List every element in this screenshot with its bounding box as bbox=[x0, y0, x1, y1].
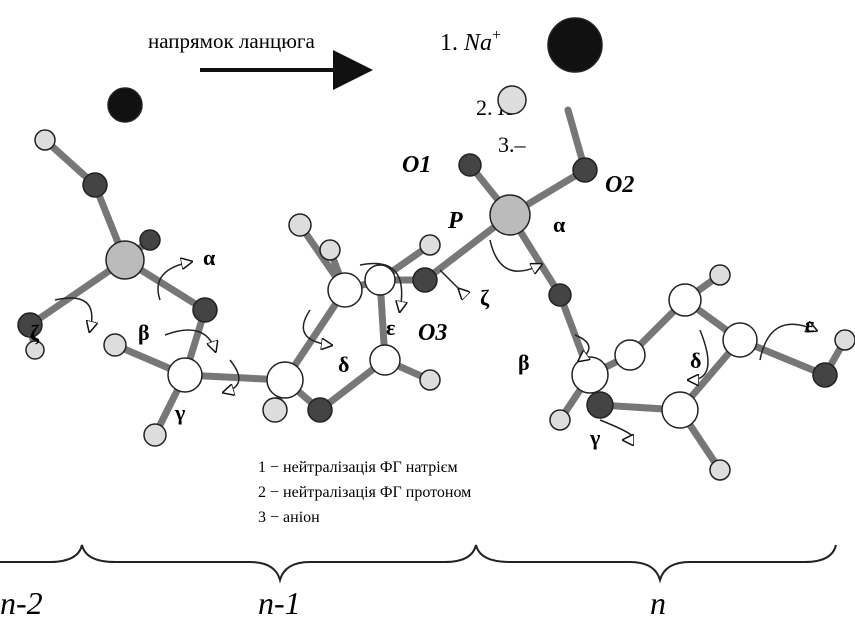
unit-label: n-1 bbox=[258, 585, 301, 621]
header: напрямок ланцюга 1. Na+ 2. H 3.– bbox=[148, 27, 527, 157]
angle-label: ε bbox=[386, 315, 395, 340]
angle-label: β bbox=[518, 350, 530, 375]
unit-label: n-2 bbox=[0, 585, 43, 621]
angle-label: δ bbox=[338, 352, 349, 377]
atom-label: O3 bbox=[418, 320, 447, 346]
ion-number: 1. bbox=[440, 30, 458, 56]
angle-label: δ bbox=[690, 348, 701, 373]
angle-label: ζ bbox=[480, 285, 490, 310]
ion-symbol: Na bbox=[463, 30, 492, 56]
units: n-2 n-1 n bbox=[0, 585, 666, 621]
legend: 1 − нейтралізація ФГ натрієм 2 − нейтрал… bbox=[258, 459, 471, 526]
unit-label: n bbox=[650, 585, 666, 621]
direction-label: напрямок ланцюга bbox=[148, 29, 316, 53]
atom-label: P bbox=[447, 208, 463, 234]
anion-label: 3.– bbox=[498, 132, 527, 157]
legend-item: 1 − нейтралізація ФГ натрієм bbox=[258, 459, 458, 476]
legend-item: 2 − нейтралізація ФГ протоном bbox=[258, 484, 471, 501]
bonds bbox=[30, 110, 845, 470]
angle-label: γ bbox=[174, 400, 185, 425]
ion-number: 2. bbox=[476, 95, 493, 120]
angle-label: α bbox=[203, 245, 216, 270]
angle-label: ε bbox=[805, 312, 814, 337]
ion-charge: + bbox=[492, 27, 501, 44]
atom-label: O2 bbox=[605, 172, 634, 198]
angle-label: β bbox=[138, 320, 150, 345]
atom-label: O1 bbox=[402, 152, 431, 178]
sodium-label: 1. Na+ bbox=[440, 27, 501, 56]
angle-label: α bbox=[553, 212, 566, 237]
legend-item: 3 − аніон bbox=[258, 509, 320, 526]
angle-label: γ bbox=[589, 425, 600, 450]
diagram: напрямок ланцюга 1. Na+ 2. H 3.– bbox=[0, 0, 855, 623]
unit-braces bbox=[0, 545, 836, 580]
angle-label: ζ bbox=[30, 320, 40, 345]
